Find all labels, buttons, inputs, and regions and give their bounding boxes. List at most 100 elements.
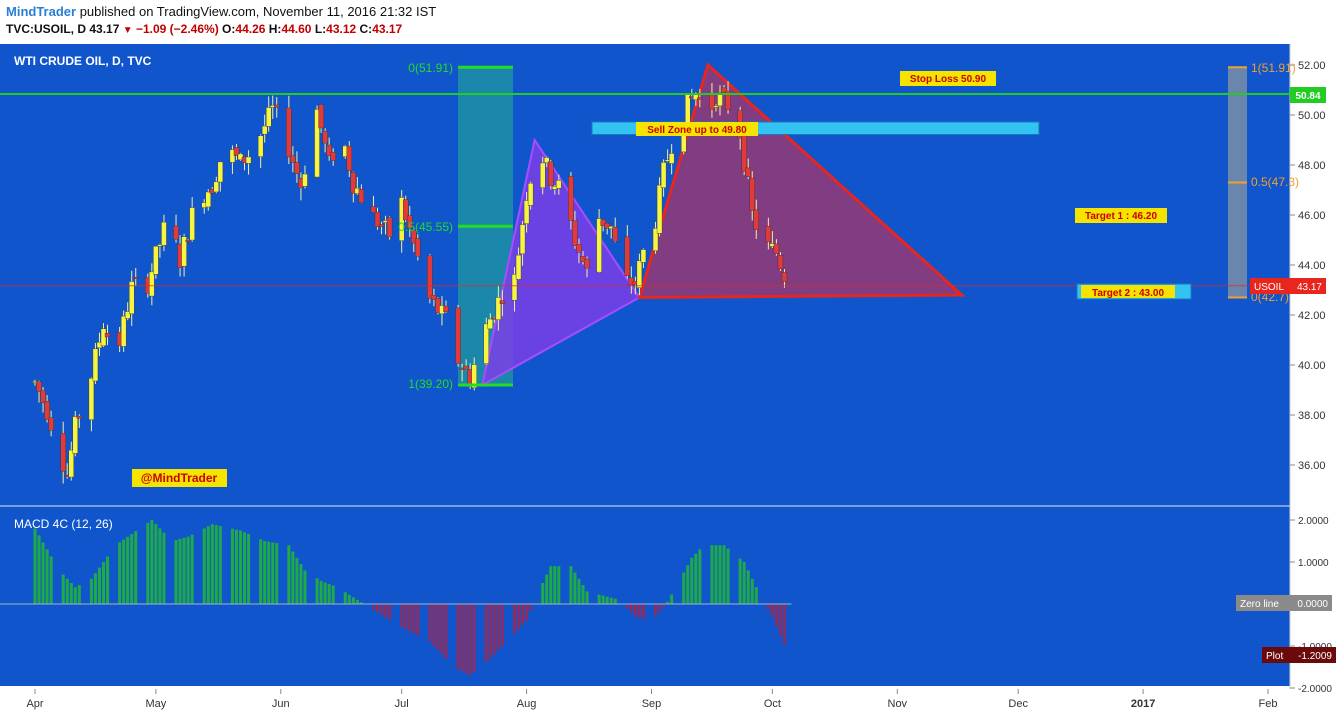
candle-down	[36, 381, 42, 392]
y-axis-bg	[1290, 44, 1344, 689]
macd-bar	[456, 604, 460, 670]
candle-down	[725, 90, 731, 110]
plot-tag	[1262, 647, 1336, 663]
candle-up	[471, 364, 477, 389]
macd-bar	[122, 539, 126, 604]
down-arrow-icon: ▼	[122, 25, 133, 36]
macd-bar	[359, 602, 363, 604]
candles	[32, 81, 788, 484]
x-tick-label: Nov	[888, 698, 908, 710]
macd-bar	[658, 604, 662, 612]
candle-up	[92, 348, 99, 382]
macd-bar	[319, 580, 323, 604]
chart-title: WTI CRUDE OIL, D, TVC	[14, 54, 152, 68]
x-tick-label: Aug	[517, 698, 537, 710]
macd-bar	[214, 525, 218, 604]
candle-down	[777, 255, 784, 270]
candle-down	[318, 104, 324, 129]
macd-bar	[206, 526, 210, 604]
candle-down	[60, 433, 66, 472]
candle-up	[149, 271, 155, 297]
low-label: L:	[314, 22, 327, 36]
candle-up	[245, 156, 252, 164]
candle-down	[721, 87, 727, 94]
candle-up	[217, 161, 224, 183]
hline-price-tag	[1290, 87, 1326, 103]
last-price: 43.17	[89, 22, 120, 36]
y-tick-label: 44.00	[1298, 260, 1326, 272]
publish-text: published on TradingView.com, November 1…	[79, 4, 437, 19]
macd-bar	[517, 604, 521, 630]
open-value: 44.26	[235, 22, 266, 36]
macd-bar	[569, 566, 573, 604]
macd-bar	[77, 585, 81, 604]
macd-bar	[484, 604, 488, 662]
macd-bar	[49, 556, 53, 604]
candle-down	[374, 211, 381, 228]
macd-bar	[609, 597, 613, 604]
macd-bar	[557, 566, 561, 604]
sell-zone-box	[636, 122, 758, 136]
macd-bar	[230, 528, 234, 604]
y-tick-label: 46.00	[1298, 210, 1326, 222]
macd-bar	[468, 604, 472, 676]
close-label: C:	[359, 22, 373, 36]
stop-loss-box	[900, 71, 996, 86]
macd-bar	[327, 584, 331, 604]
candle-down	[612, 226, 618, 242]
macd-bar	[388, 604, 392, 620]
x-axis-bg	[0, 689, 1344, 717]
macd-bar	[263, 541, 267, 604]
chart-canvas[interactable]: WTI CRUDE OIL, D, TVC MACD 4C (12, 26) 5…	[0, 44, 1344, 717]
macd-bar	[521, 604, 525, 625]
candle-up	[213, 181, 220, 193]
macd-bar	[234, 529, 238, 604]
candle-up	[161, 221, 167, 246]
candle-down	[386, 217, 393, 238]
macd-bar	[774, 604, 778, 627]
macd-bar	[202, 528, 206, 604]
macd-bar	[573, 572, 577, 604]
macd-bar	[412, 604, 416, 634]
macd-bar	[496, 604, 500, 651]
macd-bar	[750, 578, 754, 604]
candle-up	[72, 416, 78, 454]
macd-bar	[190, 534, 194, 604]
macd-bar	[460, 604, 464, 672]
macd-y-tick-label: 2.0000	[1298, 516, 1329, 527]
macd-bar	[33, 528, 37, 604]
macd-bar	[666, 601, 670, 604]
candle-down	[463, 365, 469, 370]
candle-up	[511, 274, 518, 301]
candle-up	[261, 125, 268, 135]
x-tick-label: Jun	[272, 698, 290, 710]
candle-up	[120, 315, 127, 347]
candle-down	[600, 219, 606, 226]
candle-up	[519, 224, 526, 255]
candle-down	[781, 272, 788, 282]
macd-bar	[146, 522, 150, 604]
macd-y-tick-label: 1.0000	[1298, 558, 1329, 569]
macd-bar	[291, 551, 295, 604]
macd-bar	[545, 574, 549, 604]
fib-right-mid-label: 0.5(47.3)	[1251, 175, 1299, 189]
candle-up	[660, 162, 667, 188]
macd-bar	[69, 583, 73, 604]
macd-bar	[239, 530, 242, 604]
candle-up	[257, 135, 264, 157]
macd-bar	[577, 578, 581, 604]
target1-box	[1075, 208, 1167, 223]
macd-y-tick-label: -2.0000	[1298, 684, 1332, 695]
candle-up	[181, 236, 187, 267]
candle-down	[415, 238, 421, 257]
author-link[interactable]: MindTrader	[6, 4, 77, 19]
candle-down	[745, 167, 751, 177]
macd-bar	[541, 583, 545, 604]
macd-bar	[718, 545, 722, 604]
fib-left-bot-label: 1(39.20)	[408, 377, 453, 391]
macd-bar	[782, 604, 786, 645]
macd-bar	[613, 598, 617, 604]
candle-up	[527, 183, 534, 206]
macd-bar	[641, 604, 645, 619]
macd-bar	[738, 558, 742, 604]
